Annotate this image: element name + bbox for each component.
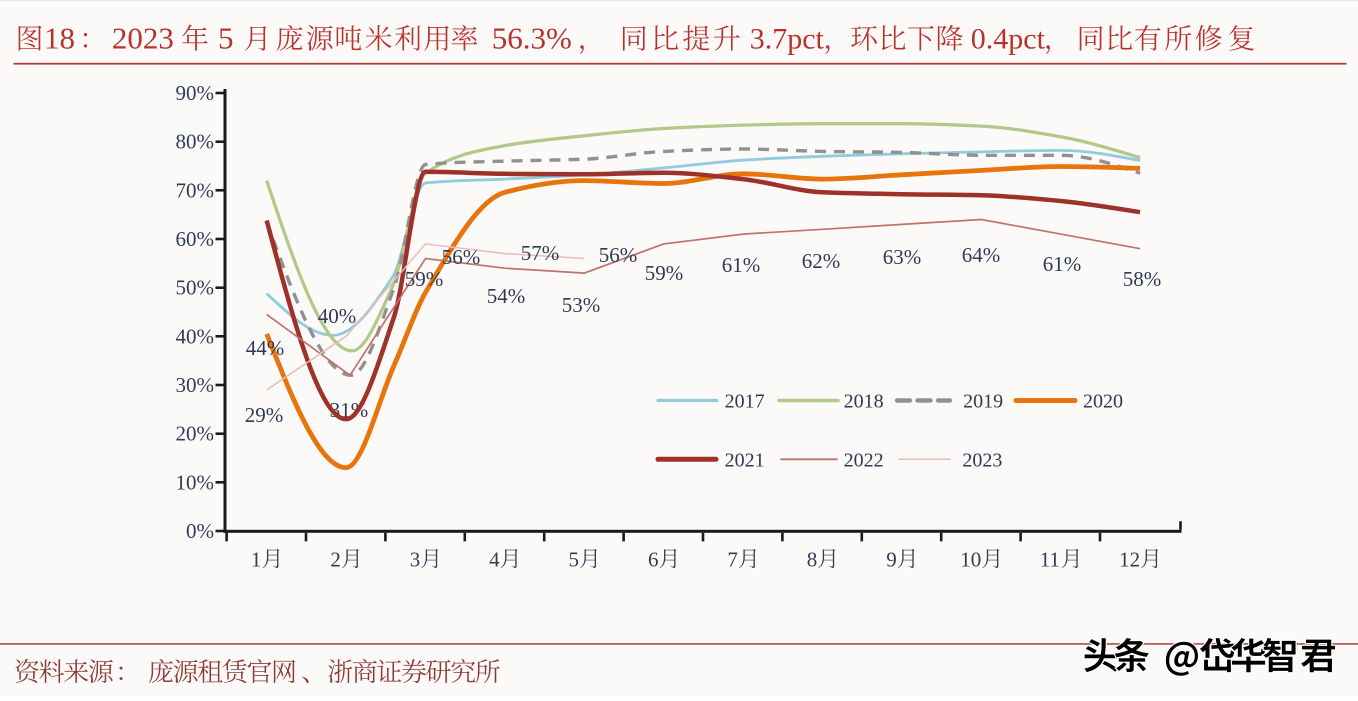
svg-text:57%: 57% (521, 241, 560, 265)
svg-text:1: 1 (251, 548, 262, 572)
svg-text:59%: 59% (645, 261, 684, 285)
svg-text:2: 2 (330, 548, 341, 572)
svg-text:10%: 10% (176, 470, 215, 494)
svg-text:10: 10 (960, 548, 981, 572)
svg-text:56%: 56% (442, 245, 481, 269)
svg-text:11: 11 (1040, 548, 1060, 572)
svg-text:56%: 56% (599, 243, 638, 267)
svg-text:44%: 44% (246, 336, 285, 360)
svg-text:61%: 61% (1043, 252, 1082, 276)
svg-text:53%: 53% (562, 293, 601, 317)
svg-text:61%: 61% (722, 253, 761, 277)
svg-text:20%: 20% (176, 422, 215, 446)
svg-text:54%: 54% (487, 284, 526, 308)
svg-text:90%: 90% (176, 81, 215, 105)
svg-text:80%: 80% (176, 130, 215, 154)
svg-text:2021: 2021 (725, 449, 765, 471)
svg-text:50%: 50% (176, 276, 215, 300)
svg-text:58%: 58% (1123, 267, 1162, 291)
svg-text:18: 18 (44, 21, 75, 56)
svg-text:59%: 59% (405, 267, 444, 291)
svg-text:2017: 2017 (725, 391, 765, 413)
svg-text:30%: 30% (176, 373, 215, 397)
svg-text:63%: 63% (883, 245, 922, 269)
svg-text:12: 12 (1119, 548, 1140, 572)
svg-text:7: 7 (727, 548, 738, 572)
svg-text:62%: 62% (802, 249, 841, 273)
svg-text:9: 9 (886, 548, 897, 572)
svg-text:2019: 2019 (963, 391, 1003, 413)
svg-text:40%: 40% (176, 324, 215, 348)
svg-text:29%: 29% (245, 403, 284, 427)
svg-text:5: 5 (569, 548, 580, 572)
svg-text:5: 5 (218, 21, 234, 56)
svg-text:56.3%: 56.3% (492, 21, 572, 56)
svg-text:2023: 2023 (112, 21, 174, 56)
svg-text:40%: 40% (318, 304, 357, 328)
svg-text:60%: 60% (176, 227, 215, 251)
svg-text:3: 3 (410, 548, 421, 572)
svg-text:0%: 0% (186, 519, 214, 543)
svg-text:6: 6 (648, 548, 659, 572)
svg-text:70%: 70% (176, 178, 215, 202)
svg-text:2020: 2020 (1083, 391, 1123, 413)
svg-text:2018: 2018 (844, 391, 884, 413)
svg-text:2022: 2022 (844, 449, 884, 471)
svg-text:8: 8 (807, 548, 818, 572)
svg-text:2023: 2023 (962, 449, 1002, 471)
svg-text:3.7pct: 3.7pct (750, 23, 825, 56)
svg-text:64%: 64% (962, 243, 1001, 267)
svg-text:0.4pct: 0.4pct (971, 23, 1046, 56)
svg-text:4: 4 (489, 548, 500, 572)
